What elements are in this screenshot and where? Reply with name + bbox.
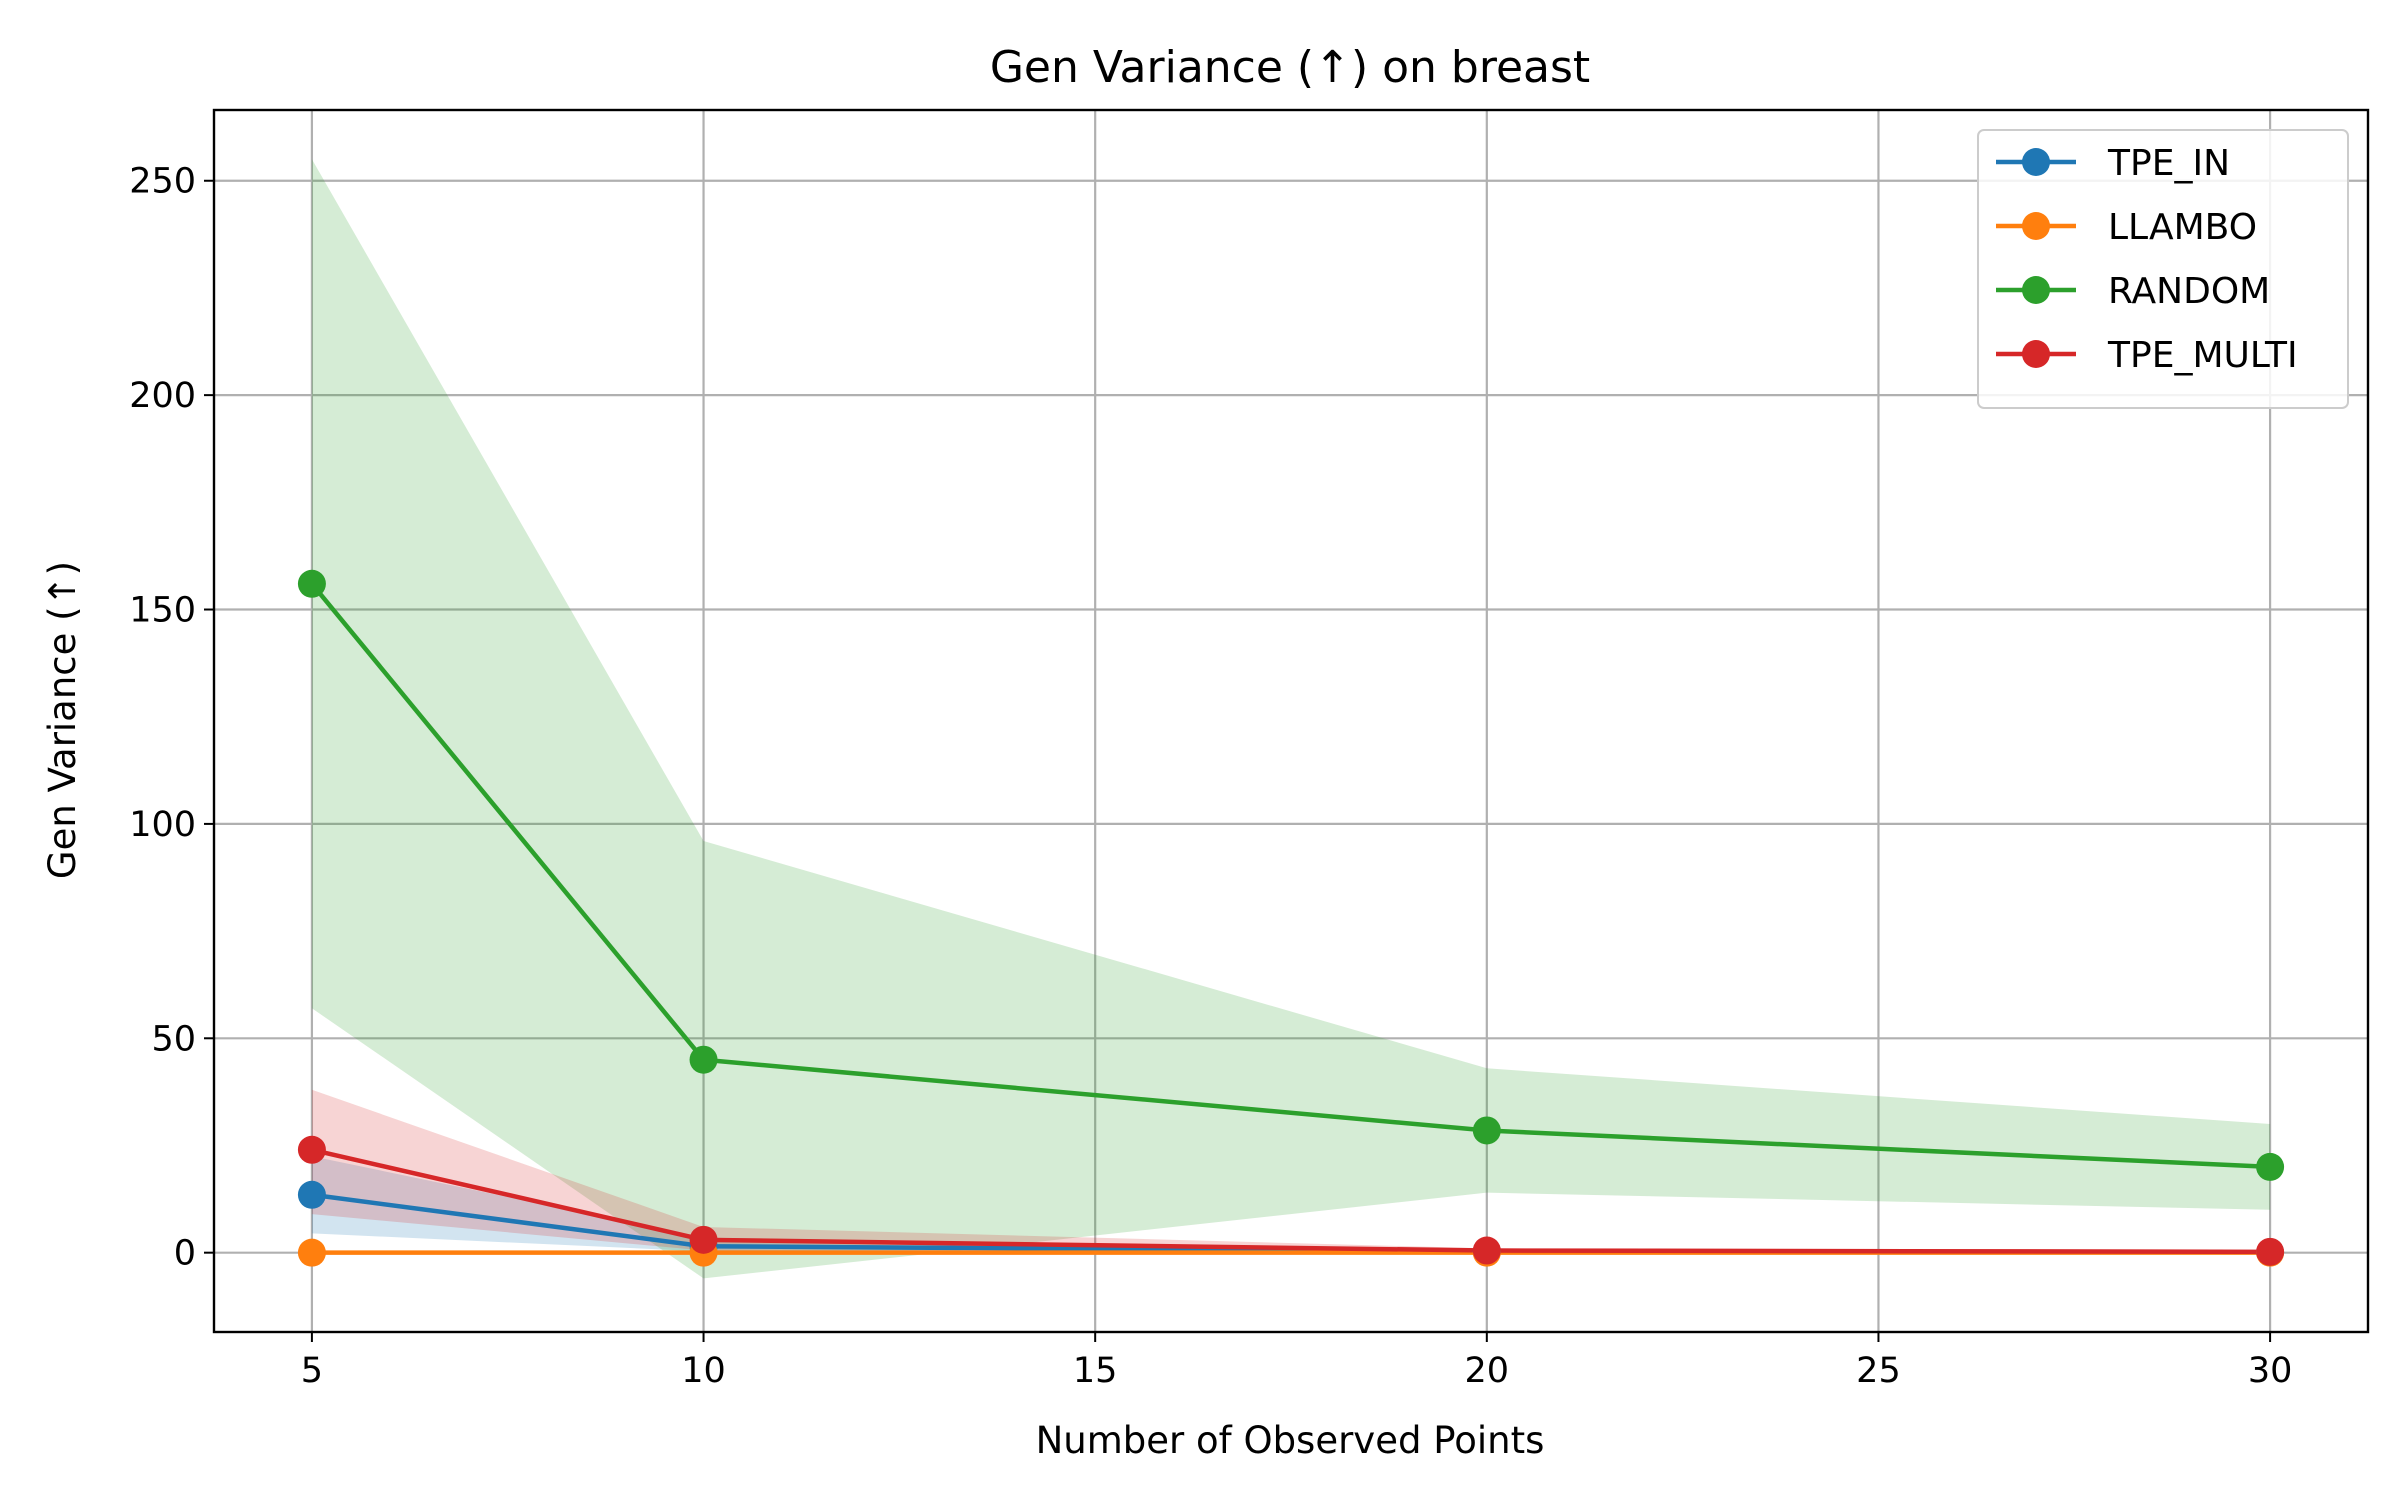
y-tick-label: 200 xyxy=(129,376,196,416)
legend-label: LLAMBO xyxy=(2108,207,2257,248)
legend-swatch-marker xyxy=(2022,212,2050,240)
point-tpe-in xyxy=(297,1180,326,1209)
x-tick-label: 25 xyxy=(1856,1351,1901,1391)
y-axis-ticks: 0 50 100 150 200 250 xyxy=(129,162,214,1274)
point-tpe-multi xyxy=(689,1225,718,1254)
point-tpe-multi xyxy=(2256,1237,2285,1266)
x-gridlines xyxy=(310,110,2272,1332)
x-axis-ticks: 5 10 15 20 25 30 xyxy=(301,1332,2293,1391)
x-tick-label: 30 xyxy=(2248,1351,2293,1391)
line-tpe-multi xyxy=(311,1147,2271,1255)
legend-swatch-marker xyxy=(2022,148,2050,176)
point-random xyxy=(1472,1116,1501,1145)
chart-title: Gen Variance (↑) on breast xyxy=(990,42,1590,93)
plot-frame xyxy=(212,108,2370,1334)
line-random xyxy=(310,582,2271,1170)
x-axis-label: Number of Observed Points xyxy=(1036,1419,1545,1462)
point-random xyxy=(689,1045,718,1074)
point-random xyxy=(297,569,326,598)
band-random xyxy=(311,159,2271,1279)
y-tick-label: 250 xyxy=(129,162,196,202)
legend-label: RANDOM xyxy=(2108,271,2270,312)
series-markers xyxy=(297,569,2285,1267)
legend-swatch-marker xyxy=(2022,340,2050,368)
series-lines xyxy=(310,582,2271,1255)
y-tick-label: 100 xyxy=(129,805,196,845)
point-random xyxy=(2256,1152,2285,1181)
legend-label: TPE_IN xyxy=(2107,143,2230,184)
point-tpe-multi xyxy=(297,1135,326,1164)
legend-label: TPE_MULTI xyxy=(2107,335,2298,376)
point-llambo xyxy=(297,1238,326,1267)
x-tick-label: 5 xyxy=(301,1351,323,1391)
x-tick-label: 20 xyxy=(1465,1351,1510,1391)
y-tick-label: 0 xyxy=(174,1234,196,1274)
x-tick-label: 15 xyxy=(1073,1351,1118,1391)
y-axis-label: Gen Variance (↑) xyxy=(41,561,84,879)
legend: TPE_IN LLAMBO RANDOM TPE_MULTI xyxy=(1977,129,2349,409)
confidence-bands xyxy=(311,159,2271,1279)
y-tick-label: 150 xyxy=(129,591,196,631)
point-tpe-multi xyxy=(1472,1236,1501,1265)
legend-swatch-marker xyxy=(2022,276,2050,304)
x-tick-label: 10 xyxy=(681,1351,726,1391)
legend-box xyxy=(1977,129,2349,409)
y-tick-label: 50 xyxy=(151,1019,196,1059)
